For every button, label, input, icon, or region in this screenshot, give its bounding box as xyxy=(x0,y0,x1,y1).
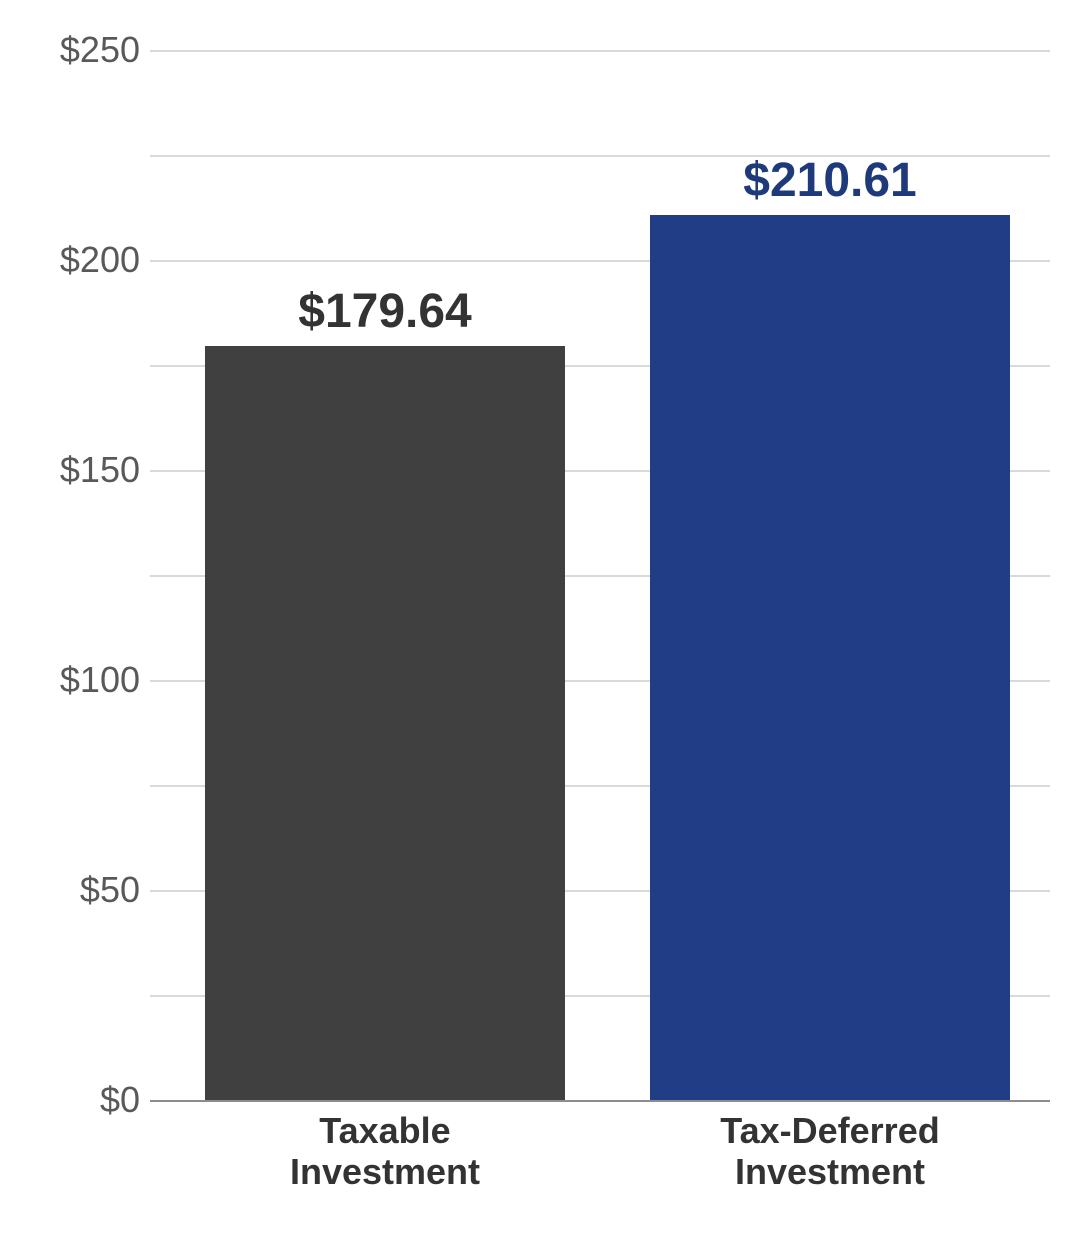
x-axis-label-line: Investment xyxy=(720,1151,939,1192)
bar xyxy=(205,346,565,1100)
y-tick-label: $0 xyxy=(20,1079,140,1121)
y-tick-label: $150 xyxy=(20,449,140,491)
y-tick-label: $250 xyxy=(20,29,140,71)
x-axis-label-line: Taxable xyxy=(290,1110,480,1151)
y-tick-label: $200 xyxy=(20,239,140,281)
gridline xyxy=(150,1100,1050,1102)
investment-bar-chart: $0$50$100$150$200$250$179.64TaxableInves… xyxy=(0,0,1070,1234)
bar-value-label: $210.61 xyxy=(743,153,917,208)
x-axis-label-line: Investment xyxy=(290,1151,480,1192)
gridline xyxy=(150,50,1050,52)
bar-value-label: $179.64 xyxy=(298,284,472,339)
y-tick-label: $100 xyxy=(20,659,140,701)
x-axis-label: Tax-DeferredInvestment xyxy=(720,1110,939,1193)
x-axis-label: TaxableInvestment xyxy=(290,1110,480,1193)
bar xyxy=(650,215,1010,1100)
x-axis-label-line: Tax-Deferred xyxy=(720,1110,939,1151)
y-tick-label: $50 xyxy=(20,869,140,911)
